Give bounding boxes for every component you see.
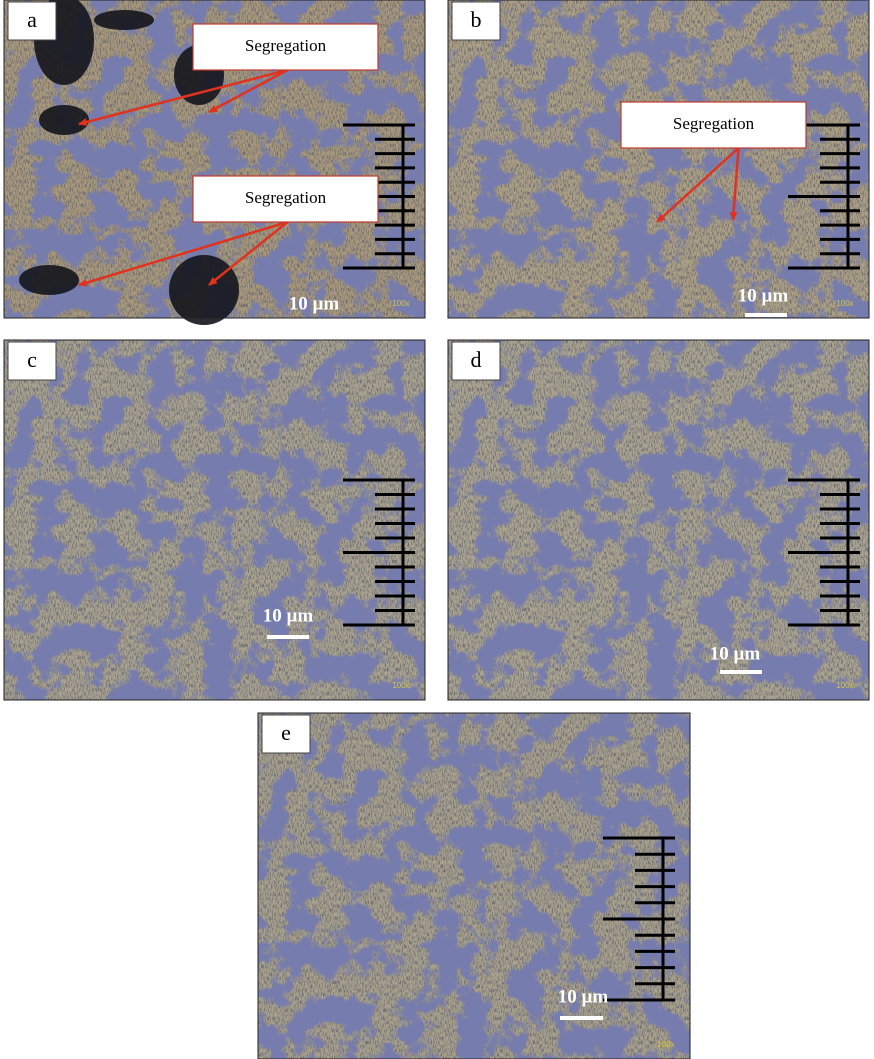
- figure: a Segregation Segregation 10 µm 100x b Segrega…: [0, 0, 874, 1059]
- segregation-region: [169, 255, 239, 325]
- magnification-label: 100x: [392, 681, 409, 690]
- micrograph-panel: a Segregation Segregation 10 µm 100x: [4, 0, 425, 325]
- scale-bar-label: 10 µm: [710, 643, 761, 664]
- magnification-label: 100x: [836, 299, 853, 308]
- annotation-label: Segregation: [673, 114, 755, 133]
- panel-label: e: [281, 720, 291, 745]
- micrograph-phase: [258, 713, 690, 1059]
- segregation-region: [19, 265, 79, 295]
- micrograph-panel: e 10 µm 100x: [258, 713, 690, 1059]
- micrograph-phase: [448, 340, 869, 700]
- scale-bar-label: 10 µm: [558, 986, 609, 1007]
- micrograph-panel: d 10 µm 100x: [448, 340, 869, 700]
- segregation-region: [39, 105, 89, 135]
- panel-label: c: [27, 347, 37, 372]
- scale-bar-label: 10 µm: [289, 293, 340, 314]
- panel-label: d: [471, 347, 482, 372]
- panel-label: a: [27, 7, 37, 32]
- annotation-label: Segregation: [245, 188, 327, 207]
- magnification-label: 100x: [392, 299, 409, 308]
- panel-label: b: [471, 7, 482, 32]
- magnification-label: 100x: [836, 681, 853, 690]
- annotation-label: Segregation: [245, 36, 327, 55]
- scale-bar-label: 10 µm: [738, 285, 789, 306]
- micrograph-phase: [448, 0, 869, 318]
- micrograph-panel: b Segregation 10 µm 100x: [448, 0, 869, 318]
- magnification-label: 100x: [657, 1040, 674, 1049]
- micrograph-phase: [4, 340, 425, 700]
- scale-bar-label: 10 µm: [263, 605, 314, 626]
- segregation-region: [94, 10, 154, 30]
- micrograph-panel: c 10 µm 100x: [4, 340, 425, 700]
